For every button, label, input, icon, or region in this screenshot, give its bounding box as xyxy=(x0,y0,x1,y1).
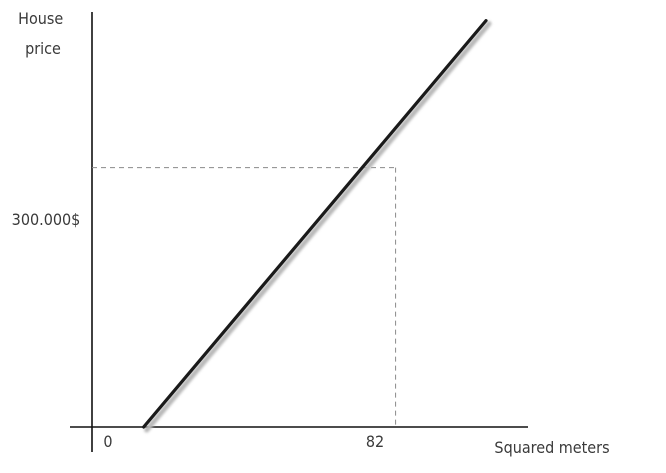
x-axis-title: Squared meters xyxy=(494,438,609,457)
series-line xyxy=(142,19,488,429)
y-tick-label: 300.000$ xyxy=(12,210,81,229)
x-tick-label: 82 xyxy=(366,432,384,451)
series-line-shadow xyxy=(144,21,492,433)
origin-label: 0 xyxy=(103,432,112,451)
y-axis-title-line-2: price xyxy=(25,39,61,58)
y-axis-title: House price xyxy=(18,9,68,58)
y-axis-title-line-1: House xyxy=(18,9,63,28)
